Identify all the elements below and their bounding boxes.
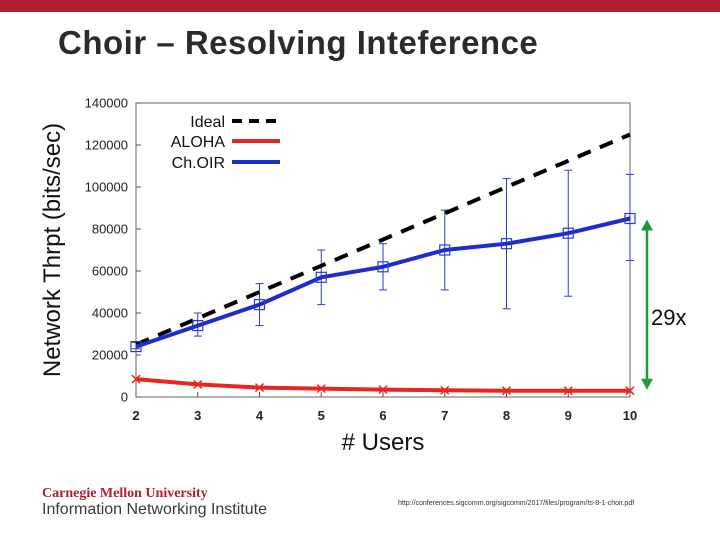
aloha-point [378,385,388,395]
chart-plot-area: 29x [130,132,686,396]
choir-point [624,212,636,225]
y-tick-label: 20000 [92,348,128,363]
y-tick-label: 120000 [85,138,128,153]
top-accent-bar [0,0,720,12]
choir-point [377,261,389,273]
x-tick-label: 8 [503,408,510,423]
legend-item-ideal-label: Ideal [190,114,225,131]
y-tick-label: 140000 [85,96,128,111]
x-tick-label: 3 [194,408,201,423]
choir-point [439,244,451,256]
annotation-arrow-head-up [641,219,653,231]
legend-item-choir-label: Ch.OIR [172,155,225,172]
source-url: http://conferences.sigcomm.org/sigcomm/2… [398,500,635,507]
cmu-logo-text: Carnegie Mellon University [42,486,208,501]
x-tick-label: 9 [565,408,572,423]
choir-point [562,227,574,239]
y-tick-label: 40000 [92,306,128,321]
x-tick-label: 6 [379,408,386,423]
y-tick-label: 80000 [92,222,128,237]
x-axis-label: # Users [342,429,425,456]
slide-title: Choir – Resolving Inteference [58,24,539,61]
aloha-point [193,379,203,389]
chart-legend: Ideal ALOHA Ch.OIR [171,114,280,172]
aloha-point [131,374,141,384]
annotation-arrow-head-down [641,378,653,390]
series-line-ideal [135,132,631,347]
x-tick-label: 7 [441,408,448,423]
y-tick-label: 60000 [92,264,128,279]
y-tick-label: 0 [121,390,128,405]
y-axis-label: Network Thrpt (bits/sec) [39,123,66,377]
x-tick-label: 2 [132,408,139,423]
annotation-label: 29x [651,305,686,330]
aloha-point [254,383,265,393]
x-tick-label: 10 [623,408,637,423]
x-tick-label: 4 [256,408,264,423]
choir-point [253,299,266,311]
legend-item-aloha-label: ALOHA [171,134,226,151]
aloha-point [563,386,573,396]
series-line-choir [135,216,631,349]
aloha-point [625,386,635,396]
choir-point [130,341,142,353]
x-tick-label: 5 [318,408,325,423]
choir-point [315,271,327,283]
aloha-point [316,384,326,394]
y-tick-label: 100000 [85,180,128,195]
aloha-point [501,386,512,396]
aloha-point [440,385,450,395]
choir-point [192,320,204,332]
ini-logo-text: Information Networking Institute [42,501,267,518]
choir-point [500,238,513,250]
